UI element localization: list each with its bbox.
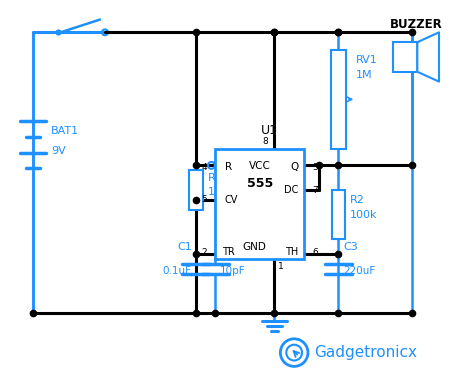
Text: R1: R1 bbox=[208, 173, 222, 183]
Text: TH: TH bbox=[284, 247, 298, 257]
Text: R2: R2 bbox=[350, 195, 365, 205]
Text: 9V: 9V bbox=[51, 146, 65, 155]
Text: CV: CV bbox=[224, 195, 238, 205]
Text: 3: 3 bbox=[312, 163, 318, 172]
Text: VCC: VCC bbox=[249, 162, 271, 171]
Text: 1M: 1M bbox=[356, 70, 373, 80]
Text: RV1: RV1 bbox=[356, 55, 378, 65]
Text: 100k: 100k bbox=[350, 210, 378, 219]
Text: 1: 1 bbox=[278, 263, 284, 271]
Text: BAT1: BAT1 bbox=[51, 126, 79, 136]
Text: 0.1uF: 0.1uF bbox=[163, 266, 191, 276]
Text: R: R bbox=[225, 162, 232, 172]
Text: 2: 2 bbox=[202, 248, 208, 256]
Text: C1: C1 bbox=[177, 242, 191, 252]
Text: Q: Q bbox=[290, 162, 298, 172]
Text: DC: DC bbox=[284, 185, 299, 195]
Text: TR: TR bbox=[222, 247, 235, 257]
Bar bbox=[215, 149, 304, 259]
Text: C3: C3 bbox=[344, 242, 358, 252]
Text: BUZZER: BUZZER bbox=[390, 18, 442, 31]
Bar bbox=[392, 42, 417, 72]
Bar bbox=[332, 190, 346, 239]
Polygon shape bbox=[417, 32, 439, 82]
Text: 555: 555 bbox=[246, 177, 273, 190]
Text: 220uF: 220uF bbox=[344, 266, 376, 276]
Bar bbox=[189, 170, 202, 210]
Text: 4: 4 bbox=[202, 163, 208, 172]
Text: 5: 5 bbox=[202, 195, 208, 204]
Text: C2: C2 bbox=[220, 242, 235, 252]
Text: 7: 7 bbox=[312, 186, 318, 195]
Text: U1: U1 bbox=[261, 124, 278, 138]
Text: GND: GND bbox=[243, 242, 267, 252]
Text: 6: 6 bbox=[312, 248, 318, 256]
Text: 10k: 10k bbox=[208, 187, 228, 197]
Text: 10pF: 10pF bbox=[220, 266, 246, 276]
Text: 8: 8 bbox=[263, 137, 269, 146]
Text: Gadgetronicx: Gadgetronicx bbox=[314, 345, 417, 360]
Bar bbox=[330, 50, 346, 149]
